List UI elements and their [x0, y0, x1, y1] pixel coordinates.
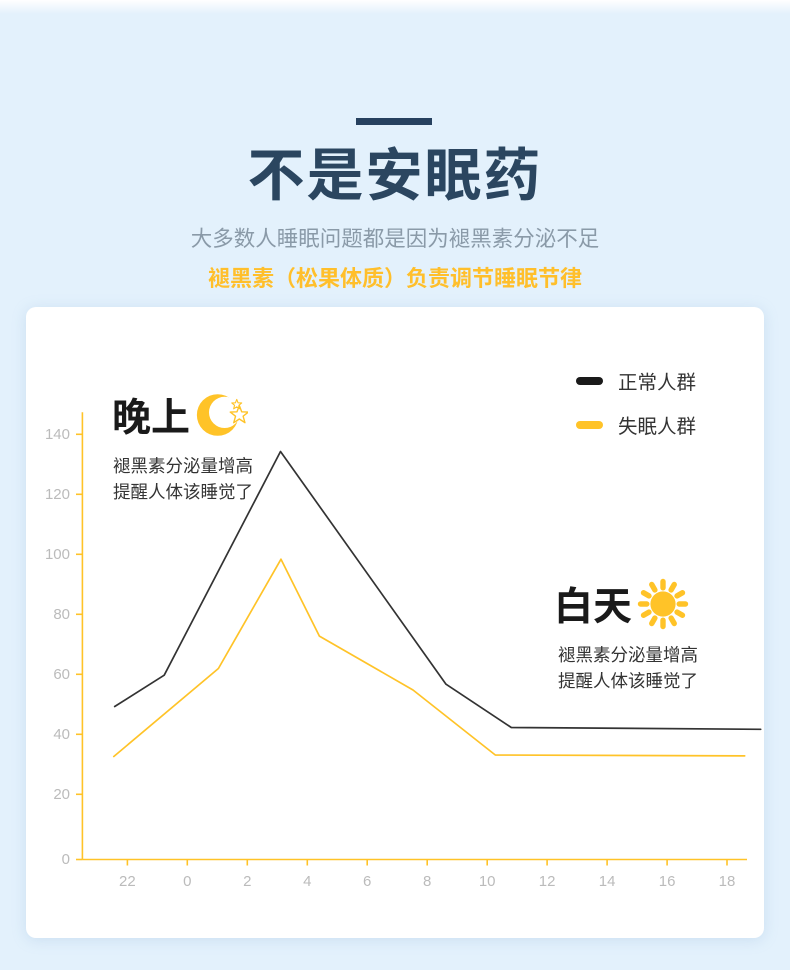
svg-text:0: 0 [62, 851, 70, 868]
svg-text:60: 60 [53, 666, 70, 683]
svg-text:22: 22 [119, 873, 136, 890]
svg-text:20: 20 [53, 786, 70, 803]
svg-text:4: 4 [303, 873, 311, 890]
svg-text:10: 10 [479, 873, 496, 890]
svg-text:100: 100 [45, 546, 70, 563]
svg-text:120: 120 [45, 486, 70, 503]
svg-text:8: 8 [423, 873, 431, 890]
svg-text:0: 0 [183, 873, 191, 890]
svg-text:18: 18 [719, 873, 736, 890]
svg-text:12: 12 [539, 873, 556, 890]
svg-text:40: 40 [53, 726, 70, 743]
svg-text:14: 14 [599, 873, 616, 890]
svg-text:140: 140 [45, 426, 70, 443]
svg-text:6: 6 [363, 873, 371, 890]
svg-text:80: 80 [53, 606, 70, 623]
svg-text:16: 16 [659, 873, 676, 890]
svg-text:2: 2 [243, 873, 251, 890]
